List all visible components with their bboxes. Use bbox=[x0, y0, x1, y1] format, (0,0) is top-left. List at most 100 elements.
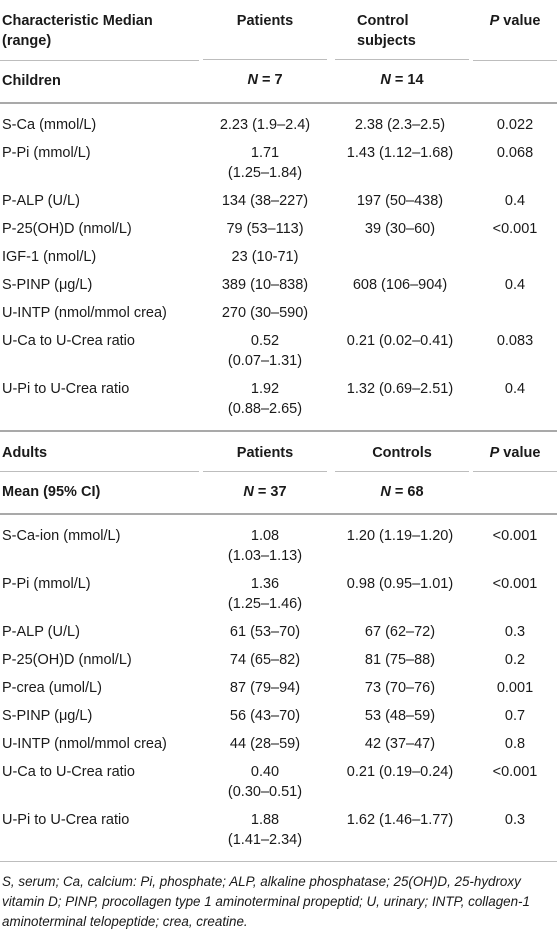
table-row: S-PINP (μg/L) 56 (43–70) 53 (48–59) 0.7 bbox=[0, 701, 557, 729]
patients-value: 1.08 (1.03–1.13) bbox=[227, 528, 303, 564]
row-label: S-Ca-ion (mmol/L) bbox=[2, 528, 121, 544]
n-value: = 68 bbox=[390, 483, 424, 500]
section-label-children: Children bbox=[2, 72, 61, 89]
controls-value: 53 (48–59) bbox=[364, 708, 436, 724]
children-n-patients: N = 7 bbox=[199, 60, 331, 103]
patients-value: 23 (10-71) bbox=[231, 248, 299, 265]
children-rows: S-Ca (mmol/L) 2.23 (1.9–2.4) 2.38 (2.3–2.5… bbox=[0, 103, 557, 431]
table-footnote: S, serum; Ca, calcium: Pi, phosphate; AL… bbox=[0, 861, 557, 932]
patients-value: 2.23 (1.9–2.4) bbox=[219, 116, 311, 133]
adults-n-controls: N = 68 bbox=[331, 472, 473, 515]
column-header-p-value: P value bbox=[473, 431, 557, 471]
column-header-patients: Patients bbox=[236, 13, 294, 29]
controls-value: 0.21 (0.02–0.41) bbox=[346, 332, 454, 349]
controls-value: 81 (75–88) bbox=[364, 652, 436, 668]
table-row: U-INTP (nmol/mmol crea) 44 (28–59) 42 (37–… bbox=[0, 729, 557, 757]
row-label: IGF-1 (nmol/L) bbox=[2, 248, 97, 265]
n-symbol: N bbox=[247, 72, 258, 88]
p-value: <0.001 bbox=[492, 528, 538, 544]
p-value: 0.001 bbox=[496, 680, 534, 696]
row-label: P-ALP (U/L) bbox=[2, 192, 80, 209]
row-label: S-PINP (μg/L) bbox=[2, 708, 93, 724]
p-value: 0.3 bbox=[504, 624, 526, 640]
children-n-controls: N = 14 bbox=[331, 60, 473, 103]
p-value: 0.2 bbox=[504, 652, 526, 668]
results-table: Characteristic Median (range) Patients C… bbox=[0, 0, 557, 848]
row-label: U-Pi to U-Crea ratio bbox=[2, 380, 130, 397]
p-value: <0.001 bbox=[492, 576, 538, 592]
column-header-control-subjects: Control subjects bbox=[331, 0, 473, 59]
row-label: S-PINP (μg/L) bbox=[2, 276, 93, 293]
controls-value: 1.43 (1.12–1.68) bbox=[346, 144, 454, 161]
controls-value: 197 (50–438) bbox=[356, 192, 444, 209]
n-symbol: N bbox=[380, 72, 391, 88]
controls-value: 39 (30–60) bbox=[364, 220, 436, 237]
patients-value: 44 (28–59) bbox=[229, 736, 301, 752]
table-row: P-25(OH)D (nmol/L) 74 (65–82) 81 (75–88) 0.… bbox=[0, 645, 557, 673]
section-label-mean-ci: Mean (95% CI) bbox=[2, 484, 101, 500]
table-row: U-Ca to U-Crea ratio 0.52 (0.07–1.31) 0.21… bbox=[0, 326, 557, 374]
header-separator bbox=[0, 59, 557, 61]
p-value bbox=[473, 298, 557, 326]
table-row: P-Pi (mmol/L) 1.71 (1.25–1.84) 1.43 (1.12–… bbox=[0, 138, 557, 186]
controls-value: 1.62 (1.46–1.77) bbox=[346, 812, 454, 828]
column-header-p-value: P value bbox=[473, 0, 557, 59]
p-value-text: value bbox=[499, 13, 541, 29]
table-row: U-Ca to U-Crea ratio 0.40 (0.30–0.51) 0.21… bbox=[0, 757, 557, 805]
empty-cell bbox=[473, 60, 557, 103]
row-label: P-ALP (U/L) bbox=[2, 624, 80, 640]
patients-value: 87 (79–94) bbox=[229, 680, 301, 696]
patients-value: 389 (10–838) bbox=[221, 276, 309, 293]
patients-value: 79 (53–113) bbox=[226, 220, 304, 237]
row-label: P-crea (umol/L) bbox=[2, 680, 102, 696]
table-row: S-Ca (mmol/L) 2.23 (1.9–2.4) 2.38 (2.3–2.5… bbox=[0, 103, 557, 138]
column-header-patients: Patients bbox=[236, 444, 294, 461]
adults-subheader-row: Mean (95% CI) N = 37 N = 68 bbox=[0, 472, 557, 515]
row-label: P-Pi (mmol/L) bbox=[2, 144, 91, 161]
controls-value: 1.20 (1.19–1.20) bbox=[346, 528, 454, 544]
p-value: 0.8 bbox=[504, 736, 526, 752]
table-row: P-crea (umol/L) 87 (79–94) 73 (70–76) 0.001 bbox=[0, 673, 557, 701]
controls-value: 0.98 (0.95–1.01) bbox=[346, 576, 454, 592]
row-label: U-INTP (nmol/mmol crea) bbox=[2, 304, 167, 321]
controls-value: 42 (37–47) bbox=[364, 736, 436, 752]
controls-value: 2.38 (2.3–2.5) bbox=[354, 116, 446, 133]
table-row: P-25(OH)D (nmol/L) 79 (53–113) 39 (30–60) <… bbox=[0, 214, 557, 242]
patients-value: 134 (38–227) bbox=[221, 192, 309, 209]
row-label: P-25(OH)D (nmol/L) bbox=[2, 652, 132, 668]
table-row: P-Pi (mmol/L) 1.36 (1.25–1.46) 0.98 (0.95–… bbox=[0, 569, 557, 617]
n-value: = 14 bbox=[390, 72, 424, 88]
table-row: IGF-1 (nmol/L) 23 (10-71) bbox=[0, 242, 557, 270]
n-symbol: N bbox=[243, 483, 254, 500]
controls-value bbox=[331, 298, 473, 326]
table-row: P-ALP (U/L) 134 (38–227) 197 (50–438) 0.4 bbox=[0, 186, 557, 214]
p-value: 0.4 bbox=[504, 276, 526, 293]
row-label: U-INTP (nmol/mmol crea) bbox=[2, 736, 167, 752]
empty-cell bbox=[473, 472, 557, 515]
header-separator bbox=[0, 470, 557, 472]
controls-value: 1.32 (0.69–2.51) bbox=[346, 380, 454, 397]
p-letter: P bbox=[489, 444, 500, 461]
table-row: S-PINP (μg/L) 389 (10–838) 608 (106–904) 0.… bbox=[0, 270, 557, 298]
p-value-text: value bbox=[499, 444, 541, 461]
patients-value: 0.52 (0.07–1.31) bbox=[227, 332, 303, 369]
p-value: <0.001 bbox=[492, 220, 538, 237]
row-label: U-Pi to U-Crea ratio bbox=[2, 812, 130, 828]
p-value bbox=[473, 242, 557, 270]
controls-value bbox=[331, 242, 473, 270]
row-label: U-Ca to U-Crea ratio bbox=[2, 332, 135, 349]
patients-value: 1.88 (1.41–2.34) bbox=[227, 812, 303, 848]
p-value: 0.4 bbox=[504, 192, 526, 209]
patients-value: 1.71 (1.25–1.84) bbox=[227, 144, 303, 181]
p-value: <0.001 bbox=[492, 764, 538, 780]
n-value: = 7 bbox=[257, 72, 283, 88]
p-letter: P bbox=[489, 13, 500, 29]
table-row: U-Pi to U-Crea ratio 1.92 (0.88–2.65) 1.32… bbox=[0, 374, 557, 431]
table-row: S-Ca-ion (mmol/L) 1.08 (1.03–1.13) 1.20 (1… bbox=[0, 514, 557, 569]
p-value: 0.7 bbox=[504, 708, 526, 724]
section-label-adults: Adults bbox=[2, 444, 48, 461]
column-header-controls: Controls bbox=[372, 444, 432, 461]
patients-value: 1.92 (0.88–2.65) bbox=[227, 380, 303, 417]
p-value: 0.083 bbox=[496, 332, 534, 349]
